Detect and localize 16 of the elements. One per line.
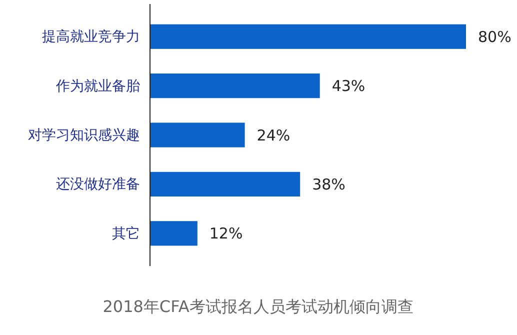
y-tick-label: 对学习知识感兴趣 <box>28 127 140 144</box>
bar <box>150 122 245 148</box>
data-label: 38% <box>312 175 346 194</box>
y-tick-label: 提高就业竞争力 <box>42 29 140 46</box>
bar <box>150 24 466 49</box>
bar <box>150 172 300 196</box>
bar <box>150 221 198 246</box>
y-tick-label: 其它 <box>112 226 140 242</box>
bar <box>150 74 320 98</box>
y-tick-label: 作为就业备胎 <box>55 78 140 94</box>
data-label: 80% <box>478 28 512 46</box>
data-label: 24% <box>256 126 290 144</box>
text: 2018年CFA考试报名人员考试动机倾向调查 <box>102 297 414 316</box>
data-label: 43% <box>332 77 366 96</box>
y-tick-label: 还没做好准备 <box>56 176 140 193</box>
data-label: 12% <box>209 224 243 243</box>
